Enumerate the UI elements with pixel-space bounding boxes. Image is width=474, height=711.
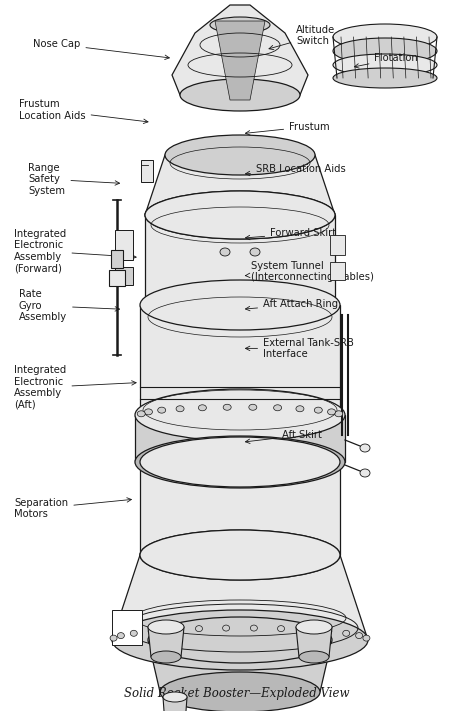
Polygon shape [215, 21, 265, 100]
Ellipse shape [140, 390, 340, 440]
Ellipse shape [223, 625, 229, 631]
Ellipse shape [130, 631, 137, 636]
Bar [330, 262, 345, 280]
Ellipse shape [135, 436, 345, 488]
Text: Flotation: Flotation [355, 53, 418, 68]
Ellipse shape [148, 629, 155, 634]
Polygon shape [148, 627, 184, 657]
Text: External Tank-SRB
Interface: External Tank-SRB Interface [246, 338, 354, 359]
Ellipse shape [140, 530, 340, 580]
Polygon shape [140, 462, 340, 555]
Text: Aft Skirt: Aft Skirt [246, 430, 322, 444]
Ellipse shape [250, 248, 260, 256]
Ellipse shape [195, 626, 202, 631]
Polygon shape [112, 610, 142, 645]
Ellipse shape [220, 248, 230, 256]
Ellipse shape [110, 635, 117, 641]
Ellipse shape [135, 389, 345, 441]
Text: Integrated
Electronic
Assembly
(Forward): Integrated Electronic Assembly (Forward) [14, 228, 136, 274]
Polygon shape [163, 697, 187, 711]
Ellipse shape [140, 280, 340, 330]
Text: Solid Rocket Booster—Exploded View: Solid Rocket Booster—Exploded View [124, 687, 350, 700]
Bar [330, 235, 345, 255]
Polygon shape [140, 305, 340, 415]
Polygon shape [296, 627, 332, 657]
Text: Forward Skirt: Forward Skirt [246, 228, 337, 240]
Text: Aft Attach Ring: Aft Attach Ring [246, 299, 338, 311]
Bar [111, 250, 123, 267]
Ellipse shape [145, 409, 153, 415]
Polygon shape [145, 155, 335, 215]
Polygon shape [135, 415, 345, 462]
Text: Nose Cap: Nose Cap [33, 39, 169, 60]
Polygon shape [112, 555, 368, 640]
Text: Range
Safety
System: Range Safety System [28, 163, 119, 196]
Text: Separation
Motors: Separation Motors [14, 498, 131, 519]
Ellipse shape [148, 620, 184, 634]
Polygon shape [148, 640, 332, 692]
Ellipse shape [333, 24, 437, 50]
Text: Frustum
Location Aids: Frustum Location Aids [19, 100, 148, 124]
Ellipse shape [296, 620, 332, 634]
Ellipse shape [163, 692, 187, 702]
Ellipse shape [314, 407, 322, 413]
Ellipse shape [356, 633, 363, 638]
Ellipse shape [250, 625, 257, 631]
Ellipse shape [170, 626, 177, 633]
Ellipse shape [335, 411, 343, 417]
Ellipse shape [210, 17, 270, 33]
Ellipse shape [145, 191, 335, 239]
Ellipse shape [140, 437, 340, 487]
Ellipse shape [325, 629, 332, 634]
Ellipse shape [296, 406, 304, 412]
Ellipse shape [180, 79, 300, 111]
Ellipse shape [148, 617, 332, 663]
Ellipse shape [363, 635, 370, 641]
Ellipse shape [145, 191, 335, 239]
Text: Altitude
Switch: Altitude Switch [269, 25, 336, 50]
Ellipse shape [112, 610, 368, 670]
Ellipse shape [343, 631, 350, 636]
Ellipse shape [176, 406, 184, 412]
Ellipse shape [303, 626, 310, 633]
Ellipse shape [140, 530, 340, 580]
Ellipse shape [333, 54, 437, 76]
Ellipse shape [137, 411, 145, 417]
Ellipse shape [151, 651, 181, 663]
Bar [115, 267, 133, 285]
Ellipse shape [333, 68, 437, 88]
Ellipse shape [273, 405, 282, 411]
Ellipse shape [249, 405, 257, 410]
Text: Frustum: Frustum [246, 122, 330, 135]
Ellipse shape [145, 281, 335, 329]
Bar [141, 160, 153, 182]
Ellipse shape [333, 38, 437, 64]
Ellipse shape [223, 405, 231, 410]
Polygon shape [145, 215, 335, 305]
Text: Rate
Gyro
Assembly: Rate Gyro Assembly [19, 289, 119, 322]
Ellipse shape [360, 444, 370, 452]
Ellipse shape [158, 407, 166, 413]
Ellipse shape [299, 651, 329, 663]
Ellipse shape [277, 626, 284, 631]
Ellipse shape [360, 469, 370, 477]
Polygon shape [172, 5, 308, 95]
Ellipse shape [165, 135, 315, 175]
Text: SRB Location Aids: SRB Location Aids [246, 164, 346, 176]
Bar [109, 269, 125, 286]
Ellipse shape [118, 633, 124, 638]
Text: System Tunnel
(Interconnecting Cables): System Tunnel (Interconnecting Cables) [246, 261, 374, 282]
Ellipse shape [160, 672, 320, 711]
Ellipse shape [328, 409, 336, 415]
Text: Integrated
Electronic
Assembly
(Aft): Integrated Electronic Assembly (Aft) [14, 365, 136, 410]
Bar [115, 230, 133, 260]
Ellipse shape [199, 405, 206, 411]
